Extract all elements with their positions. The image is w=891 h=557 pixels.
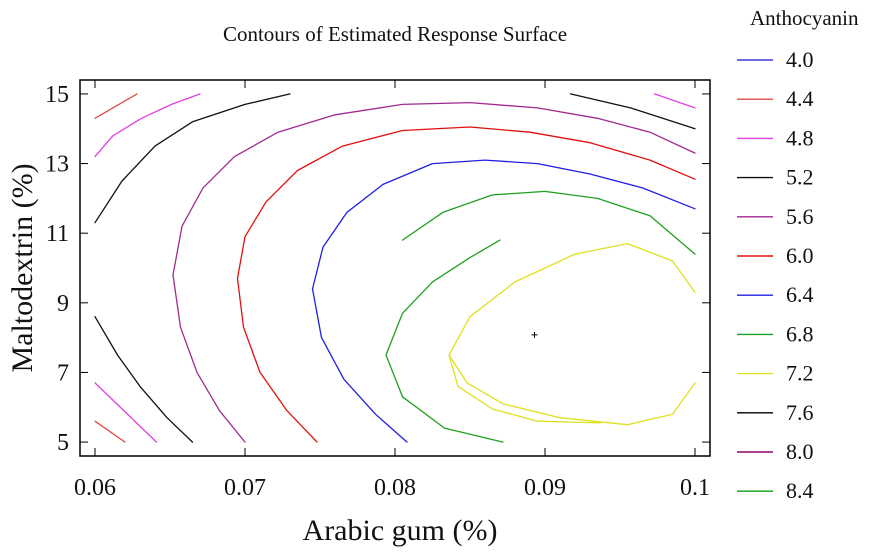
- contour-line-6-4-13: [311, 288, 408, 443]
- contour-line-5-6-8: [172, 101, 696, 276]
- contour-lines: [94, 93, 696, 443]
- contour-line-4-8-2: [94, 382, 158, 443]
- legend-label: 4.4: [786, 86, 814, 111]
- legend-label: 8.4: [786, 478, 814, 503]
- y-tick-label: 9: [57, 291, 69, 317]
- contour-line-5-2-5: [94, 316, 194, 443]
- legend: 4.0 4.4 4.8 5.2 5.6 6.0 6.4 6.8 7.2 7.6 8.0 8.4: [737, 47, 814, 503]
- legend-label: 5.6: [786, 204, 814, 229]
- contour-line-5-2-7: [569, 93, 696, 130]
- x-tick-label: 0.07: [224, 475, 266, 501]
- plot-border: [79, 79, 711, 457]
- contour-line-5-2-6: [94, 93, 291, 224]
- legend-label: 5.2: [786, 165, 814, 190]
- x-tick-label: 0.06: [74, 475, 116, 501]
- contour-line-7-2-17: [448, 354, 696, 426]
- legend-label: 6.8: [786, 321, 814, 346]
- y-tick-label: 15: [45, 82, 69, 108]
- legend-label: 6.0: [786, 243, 814, 268]
- chart-title: Contours of Estimated Response Surface: [223, 22, 567, 46]
- legend-label: 4.8: [786, 125, 814, 150]
- legend-label: 4.0: [786, 47, 814, 72]
- y-tick-label: 5: [57, 430, 69, 456]
- x-axis-ticks: 0.06 0.07 0.08 0.09 0.1: [74, 80, 710, 501]
- x-tick-label: 0.08: [374, 475, 416, 501]
- contour-line-7-2-16: [448, 242, 696, 424]
- legend-label: 7.6: [786, 400, 814, 425]
- legend-title: Anthocyanin: [750, 6, 859, 30]
- y-axis-label: Maltodextrin (%): [6, 163, 39, 372]
- legend-label: 8.0: [786, 439, 814, 464]
- optimum-marker: [531, 331, 538, 338]
- legend-label: 7.2: [786, 361, 814, 386]
- contour-line-6-8-15: [401, 190, 696, 255]
- contour-line-4-8-4: [653, 93, 696, 109]
- x-tick-label: 0.1: [680, 475, 710, 501]
- contour-line-4-4-1: [94, 93, 138, 119]
- contour-line-6-4-12: [311, 159, 696, 290]
- contour-line-4-4-0: [94, 420, 126, 443]
- x-tick-label: 0.09: [524, 475, 566, 501]
- y-tick-label: 13: [45, 152, 69, 178]
- contour-line-5-6-9: [172, 274, 246, 443]
- contour-line-6-8-14: [385, 239, 504, 443]
- contour-line-4-8-3: [94, 93, 201, 158]
- contour-line-6-0-10: [236, 126, 696, 280]
- x-axis-label: Arabic gum (%): [303, 514, 498, 547]
- y-tick-label: 11: [46, 221, 69, 247]
- y-axis-ticks: 5 7 9 11 13 15: [45, 82, 710, 456]
- y-tick-label: 7: [57, 360, 69, 386]
- contour-line-6-0-11: [236, 277, 318, 443]
- legend-label: 6.4: [786, 282, 814, 307]
- plot-area: [79, 79, 711, 457]
